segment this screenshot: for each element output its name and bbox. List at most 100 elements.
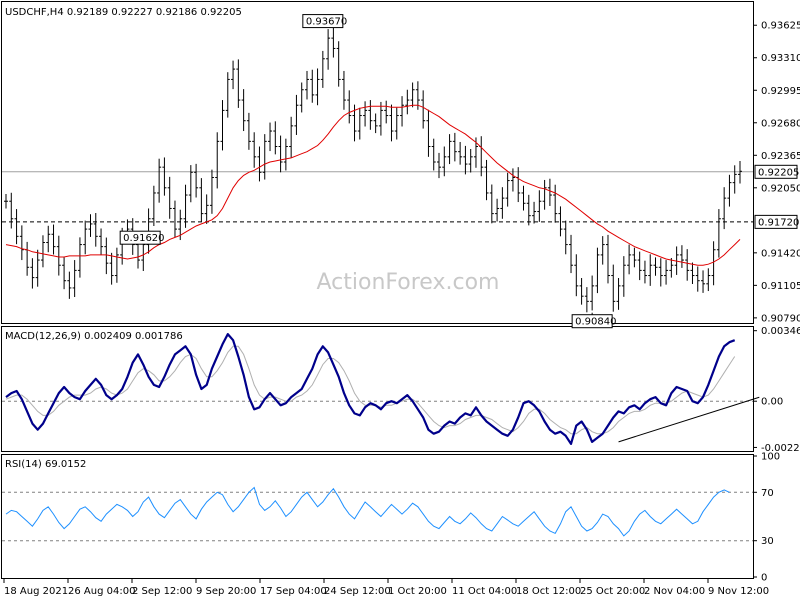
price-bar — [204, 194, 209, 224]
price-tick-label: 0.93310 — [761, 53, 800, 64]
price-bar — [426, 109, 431, 157]
price-bar — [109, 252, 114, 285]
time-tick-label: 2 Nov 04:00 — [644, 586, 705, 597]
price-bar — [336, 41, 341, 87]
price-tick-label: 0.92050 — [761, 183, 800, 194]
price-bar — [669, 258, 674, 278]
price-bar — [378, 101, 383, 136]
price-bar — [579, 278, 584, 305]
macd-header: MACD(12,26,9) 0.002409 0.001786 — [5, 331, 183, 342]
price-bar — [88, 214, 93, 237]
price-bar — [558, 206, 563, 237]
current-price-label-box — [754, 164, 798, 179]
price-bar — [373, 113, 378, 134]
price-bar — [400, 96, 405, 127]
price-bar — [273, 121, 278, 155]
price-bar — [590, 275, 595, 311]
price-bar — [4, 194, 8, 209]
price-bar — [14, 209, 19, 245]
price-bar — [231, 60, 236, 90]
rsi-lines — [5, 486, 730, 537]
price-bar — [363, 101, 368, 127]
price-bar — [542, 179, 547, 210]
price-bar — [642, 260, 647, 284]
price-bar — [711, 241, 716, 286]
price-bar — [727, 174, 732, 207]
price-bar — [621, 256, 626, 297]
price-bar — [574, 254, 579, 297]
price-bar — [405, 89, 410, 115]
price-bar — [658, 258, 663, 287]
price-bar — [347, 90, 352, 124]
price-bar — [172, 200, 177, 238]
time-tick-label: 25 Oct 20:00 — [580, 586, 645, 597]
price-bar — [188, 165, 193, 203]
price-bar — [685, 249, 690, 281]
price-bar — [357, 107, 362, 140]
price-tick-label: 0.92995 — [761, 86, 800, 97]
price-bar — [526, 194, 531, 226]
price-bar — [183, 184, 188, 228]
price-bar — [716, 209, 721, 258]
annotation-label: 0.91620 — [123, 233, 164, 244]
watermark: ActionForex.com — [317, 270, 500, 295]
rsi-tick-label: 70 — [761, 488, 774, 499]
annotation-box — [302, 14, 344, 29]
price-bar — [664, 260, 669, 285]
price-tick-label: 0.93625 — [761, 21, 800, 32]
price-bar — [72, 260, 77, 298]
price-bar — [600, 236, 605, 265]
price-bar — [225, 72, 230, 118]
price-bar — [706, 268, 711, 292]
price-bar — [167, 176, 172, 219]
price-header: USDCHF,H4 0.92189 0.92227 0.92186 0.9220… — [5, 7, 242, 18]
price-bar — [653, 257, 658, 276]
price-bar — [194, 163, 199, 198]
price-bar — [510, 168, 515, 192]
price-bar — [637, 251, 642, 281]
macd-line — [5, 333, 736, 445]
price-annotations: 0.93670 0.91620 0.90840 — [119, 14, 617, 329]
time-tick-label: 24 Sep 12:00 — [324, 586, 391, 597]
price-bar — [40, 235, 45, 268]
price-bar — [19, 225, 24, 261]
annotation-label: 0.90840 — [575, 317, 616, 328]
price-bar — [431, 138, 436, 171]
rsi-line — [5, 486, 730, 537]
price-bar — [114, 247, 119, 283]
price-bar — [341, 70, 346, 110]
price-bar — [77, 237, 82, 278]
price-bar — [632, 247, 637, 268]
price-bar — [505, 172, 510, 207]
price-bar — [199, 178, 204, 222]
rsi-panel — [1, 454, 754, 579]
price-tick-label: 0.91105 — [761, 281, 800, 292]
rsi-levels — [2, 491, 753, 542]
time-tick-label: 18 Aug 2021 — [4, 586, 68, 597]
price-bar — [463, 145, 468, 175]
price-bar — [595, 247, 600, 294]
time-tick-label: 11 Oct 04:00 — [452, 586, 517, 597]
price-bar — [104, 237, 109, 275]
price-bar — [62, 257, 67, 290]
price-bar — [695, 266, 700, 292]
price-bar — [458, 141, 463, 165]
rsi-tick-label: 30 — [761, 536, 774, 547]
price-bar — [679, 245, 684, 268]
price-bar — [722, 187, 727, 230]
price-bar — [500, 187, 505, 219]
price-tick-label: 0.92680 — [761, 118, 800, 129]
price-bar — [162, 157, 167, 196]
price-bar — [421, 90, 426, 129]
time-tick-label: 2 Sep 12:00 — [132, 586, 192, 597]
price-bar — [547, 178, 552, 206]
price-bar — [30, 258, 35, 289]
price-bar — [468, 148, 473, 173]
rsi-header: RSI(14) 69.0152 — [5, 459, 86, 470]
ma-line — [5, 104, 741, 266]
price-bar — [442, 146, 447, 177]
macd-panel — [1, 326, 754, 452]
price-bar — [310, 69, 315, 103]
price-bar — [99, 228, 104, 256]
